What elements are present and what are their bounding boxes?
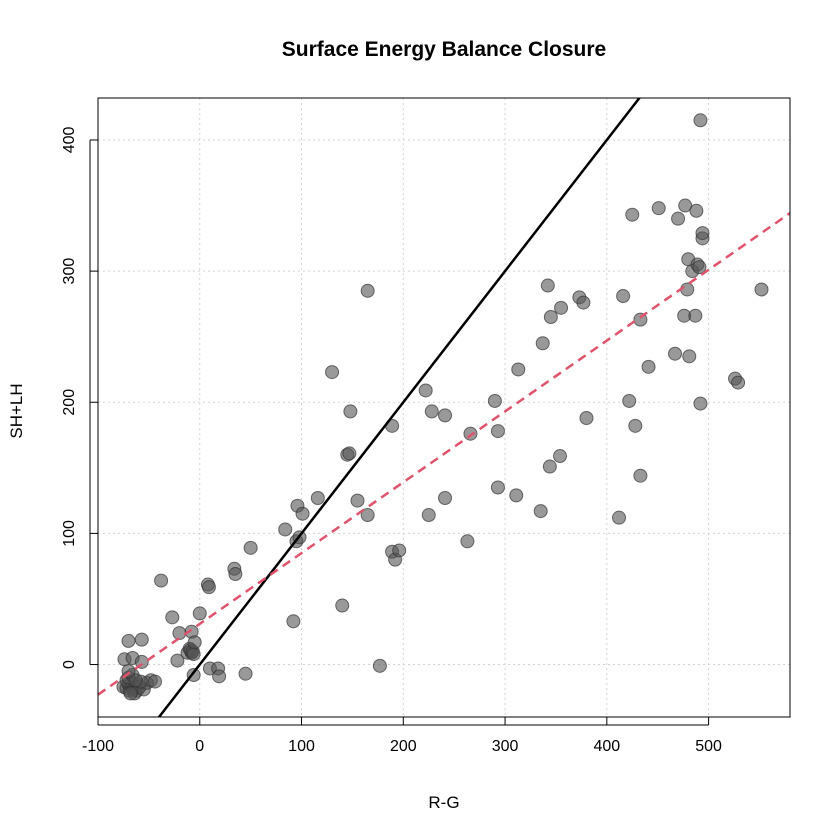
data-point xyxy=(682,349,697,364)
data-point xyxy=(360,283,375,298)
data-point xyxy=(342,446,357,461)
y-axis-label: SH+LH xyxy=(7,383,26,438)
data-point xyxy=(693,113,708,128)
data-point xyxy=(343,404,358,419)
data-point xyxy=(542,459,557,474)
reference-lines xyxy=(98,98,790,717)
data-point xyxy=(392,543,407,558)
data-point xyxy=(438,490,453,505)
data-point xyxy=(576,295,591,310)
data-point xyxy=(625,207,640,222)
one-to-one-line xyxy=(157,98,641,717)
plot-frame xyxy=(97,97,791,718)
data-point xyxy=(689,203,704,218)
x-tick-label: 300 xyxy=(492,738,519,755)
data-point xyxy=(372,658,387,673)
data-point xyxy=(533,504,548,519)
y-tick-label: 0 xyxy=(61,660,78,669)
data-point xyxy=(579,410,594,425)
y-tick-label: 400 xyxy=(61,127,78,154)
data-point xyxy=(490,480,505,495)
data-point xyxy=(633,468,648,483)
y-tick-label: 200 xyxy=(61,389,78,416)
data-point xyxy=(543,310,558,325)
data-point xyxy=(172,626,187,641)
data-point xyxy=(325,365,340,380)
data-point xyxy=(134,632,149,647)
data-point xyxy=(641,359,656,374)
x-tick-label: 500 xyxy=(695,738,722,755)
data-point xyxy=(490,424,505,439)
data-point xyxy=(418,383,433,398)
data-point xyxy=(731,375,746,390)
data-point xyxy=(170,653,185,668)
data-point xyxy=(678,198,693,213)
data-point xyxy=(228,567,243,582)
x-axis: -100 0 100 200 300 400 500 xyxy=(82,717,722,755)
data-point xyxy=(295,506,310,521)
data-point xyxy=(360,508,375,523)
data-point xyxy=(421,508,436,523)
data-point xyxy=(554,300,569,315)
data-point xyxy=(622,393,637,408)
data-point xyxy=(695,226,710,241)
y-tick-label: 300 xyxy=(61,258,78,285)
data-point xyxy=(123,686,138,701)
data-point xyxy=(212,669,227,684)
x-tick-label: 400 xyxy=(593,738,620,755)
data-point xyxy=(668,346,683,361)
data-point xyxy=(154,573,169,588)
data-point xyxy=(612,510,627,525)
data-point xyxy=(147,674,162,689)
y-tick-label: 100 xyxy=(61,520,78,547)
data-point xyxy=(616,289,631,304)
x-tick-label: -100 xyxy=(82,738,114,755)
data-point xyxy=(424,404,439,419)
data-point xyxy=(335,598,350,613)
data-point xyxy=(693,396,708,411)
regression-line xyxy=(98,212,790,696)
data-point xyxy=(286,614,301,629)
data-point xyxy=(553,449,568,464)
x-tick-label: 100 xyxy=(288,738,315,755)
data-point xyxy=(628,418,643,433)
data-point xyxy=(509,488,524,503)
data-point xyxy=(487,393,502,408)
x-axis-label: R-G xyxy=(428,793,459,812)
data-point xyxy=(192,606,207,621)
data-point xyxy=(350,493,365,508)
data-point xyxy=(243,540,258,555)
data-point xyxy=(511,362,526,377)
x-tick-label: 0 xyxy=(195,738,204,755)
data-point xyxy=(201,580,216,595)
data-point xyxy=(121,633,136,648)
data-point xyxy=(187,635,202,650)
data-point xyxy=(754,282,769,297)
data-point xyxy=(651,201,666,216)
data-point xyxy=(680,282,695,297)
y-axis: 0 100 200 300 400 xyxy=(61,127,98,669)
data-point xyxy=(535,336,550,351)
data-point xyxy=(540,278,555,293)
data-point xyxy=(186,647,201,662)
data-point xyxy=(278,522,293,537)
data-point xyxy=(671,211,686,226)
data-point xyxy=(238,666,253,681)
data-point xyxy=(438,408,453,423)
chart-title: Surface Energy Balance Closure xyxy=(282,38,606,61)
data-point xyxy=(688,308,703,323)
data-point xyxy=(310,490,325,505)
data-point xyxy=(128,673,143,688)
x-tick-label: 200 xyxy=(390,738,417,755)
data-point xyxy=(165,610,180,625)
data-point xyxy=(692,260,707,275)
data-point xyxy=(460,534,475,549)
